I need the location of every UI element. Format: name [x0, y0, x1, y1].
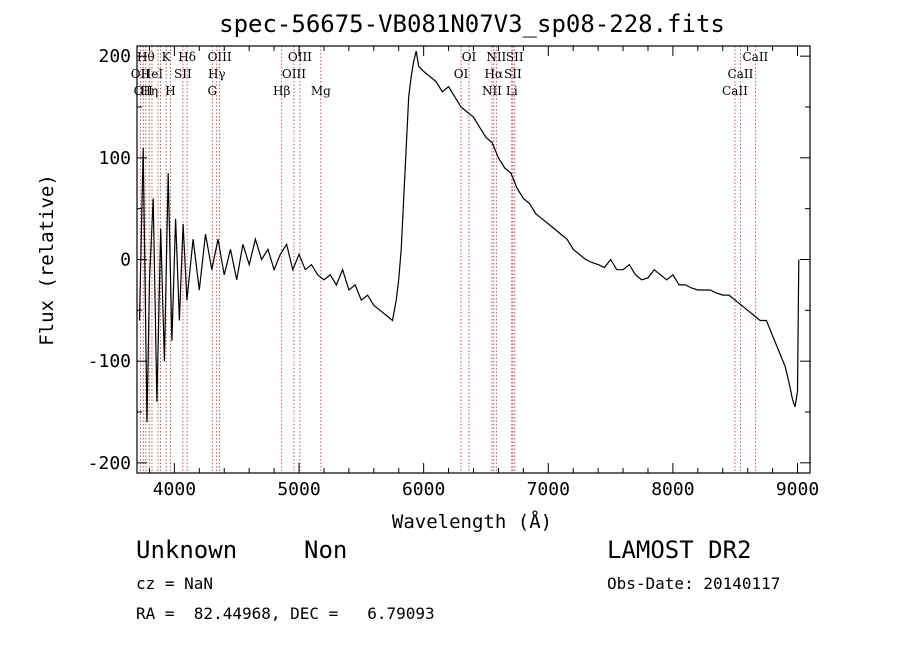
spectral-line-label: SII	[506, 50, 524, 64]
spectral-line-label: Hθ	[137, 50, 155, 64]
spectral-line-label: Hη	[140, 84, 158, 98]
coordinates: RA = 82.44968, DEC = 6.79093	[136, 604, 435, 623]
y-tick-label: 200	[98, 46, 131, 67]
spectral-line-label: CaII	[742, 50, 768, 64]
spectral-line-label: OIII	[208, 50, 232, 64]
spectral-line-label: Hδ	[178, 50, 196, 64]
spectral-line-label: CaII	[722, 84, 748, 98]
x-tick-label: 6000	[402, 479, 445, 500]
spectral-line-label: SII	[174, 67, 192, 81]
spectral-line-label: NII	[482, 84, 502, 98]
redshift-value: cz = NaN	[136, 574, 214, 593]
spectral-line-label: Hβ	[273, 84, 290, 98]
spectrum-line	[138, 50, 800, 423]
spectral-line-label: H	[165, 84, 175, 98]
y-axis-label: Flux (relative)	[36, 174, 58, 346]
spectral-line-label: OII	[134, 84, 154, 98]
y-tick-label: 100	[98, 148, 131, 169]
object-subclass: Non	[304, 536, 348, 564]
spectral-line-label: Mg	[311, 84, 331, 98]
spectral-line-label: CaII	[728, 67, 754, 81]
x-tick-label: 4000	[153, 479, 196, 500]
survey-name: LAMOST DR2	[607, 536, 752, 564]
x-tick-label: 8000	[651, 479, 694, 500]
spectral-line-label: Hα	[485, 67, 504, 81]
x-tick-label: 9000	[776, 479, 819, 500]
x-axis-label: Wavelength (Å)	[392, 510, 552, 533]
chart-title: spec-56675-VB081N07V3_sp08-228.fits	[219, 10, 725, 38]
spectral-line-label: G	[207, 84, 217, 98]
x-tick-label: 7000	[527, 479, 570, 500]
y-tick-label: -100	[88, 351, 131, 372]
observation-date: Obs-Date: 20140117	[607, 574, 781, 593]
spectral-line-label: OII	[131, 67, 151, 81]
spectral-line-label: Hγ	[208, 67, 226, 81]
spectral-line-label: K	[162, 50, 172, 64]
x-tick-label: 5000	[277, 479, 320, 500]
spectral-line-label: OI	[454, 67, 469, 81]
spectral-lines: OII OII Hθ Hη HeI K H SII Hδ G Hγ OIII Hβ OIII OIII Mg O…	[131, 46, 769, 473]
spectral-line-label: OIII	[288, 50, 312, 64]
spectral-line-label: SII	[504, 67, 522, 81]
y-tick-label: -200	[88, 453, 131, 474]
spectral-line-label: OIII	[282, 67, 306, 81]
spectral-line-label: NII	[486, 50, 506, 64]
plot-frame	[136, 45, 811, 474]
object-class: Unknown	[136, 536, 238, 564]
axis-ticks: 4000 5000 6000 7000 8000 9000 -200 -100 0 100 200	[88, 46, 819, 500]
spectral-line-label: HeI	[141, 67, 164, 81]
spectral-line-label: Li	[506, 84, 518, 98]
spectral-line-label: OI	[462, 50, 477, 64]
spectrum-chart: spec-56675-VB081N07V3_sp08-228.fits OIIO…	[36, 10, 819, 533]
y-tick-label: 0	[120, 250, 131, 271]
